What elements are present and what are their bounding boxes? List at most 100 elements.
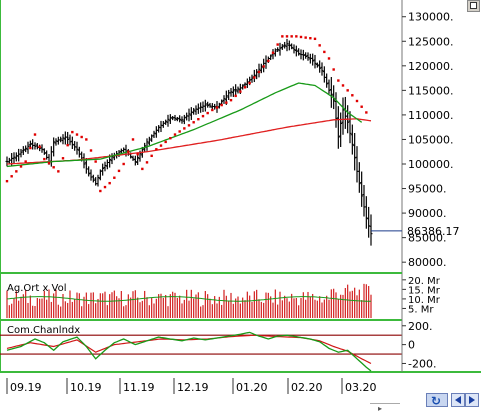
cci-panel-title: Com.Chanlndx <box>7 325 80 336</box>
sar-dot <box>346 89 349 92</box>
sar-dot <box>201 114 205 118</box>
volume-panel-title: Ag.Ort x Vol <box>7 283 67 294</box>
sar-dot <box>229 98 233 102</box>
sar-dot <box>197 118 200 121</box>
sar-dot <box>173 133 177 136</box>
x-tick-label: 12.19 <box>177 381 209 394</box>
sar-dot <box>285 35 289 38</box>
sar-dot <box>248 81 251 85</box>
sar-dot <box>234 94 237 98</box>
sar-dot <box>267 59 270 63</box>
y-tick-label: 110000. <box>408 109 454 122</box>
y-tick-label: 105000. <box>408 133 454 146</box>
sar-dot <box>136 152 139 156</box>
sar-dot <box>337 79 340 82</box>
sar-dot <box>178 130 181 133</box>
sar-dot <box>38 145 41 149</box>
sar-dot <box>108 181 111 185</box>
x-axis: 09.19 10.19 11.19 12.19 01.20 02.20 03.20 <box>6 378 377 394</box>
cci-tick-label: 0 <box>408 339 415 352</box>
sar-dot <box>75 133 79 136</box>
sar-dot <box>192 121 195 124</box>
sar-dot <box>365 111 368 114</box>
y-axis: 130000. 125000. 120000. 115000. 110000. 10500… <box>401 11 460 372</box>
sar-dot <box>89 149 93 152</box>
volume-average-line <box>6 296 371 302</box>
scroll-up-button[interactable] <box>467 0 480 12</box>
sar-dot <box>262 65 265 68</box>
x-tick-label: 03.20 <box>345 381 377 394</box>
sar-dot <box>313 37 317 41</box>
sar-dot <box>323 50 326 54</box>
sar-dot <box>145 161 149 164</box>
volume-tick-label: 15. Mr <box>408 285 441 296</box>
refresh-icon: ↻ <box>431 394 442 408</box>
sar-dot <box>43 157 46 161</box>
sar-dot <box>24 160 27 163</box>
sar-dot <box>220 103 223 107</box>
y-tick-label: 80000. <box>408 256 447 269</box>
sar-dot <box>33 133 37 136</box>
cci-panel <box>0 331 402 372</box>
price-panel <box>5 35 402 246</box>
sar-dot <box>257 70 261 74</box>
sar-dot <box>103 185 107 189</box>
sar-dot <box>332 68 335 71</box>
volume-tick-label: 10. Mr <box>408 295 441 306</box>
sar-dot <box>206 111 209 115</box>
cci-tick-label: -200. <box>408 357 436 370</box>
sar-dot <box>10 175 13 178</box>
sar-dot <box>351 94 354 97</box>
cci-line <box>6 331 372 372</box>
sar-dot <box>290 35 293 38</box>
sar-dot <box>183 127 186 130</box>
next-button[interactable] <box>465 393 479 407</box>
sar-dot <box>155 148 158 151</box>
sar-dot <box>47 161 51 165</box>
sar-dot <box>113 176 116 179</box>
sar-dot <box>271 51 275 54</box>
y-tick-label: 85000. <box>408 232 447 245</box>
x-tick-label: 09.19 <box>10 381 42 394</box>
sar-dot <box>80 135 83 139</box>
sar-dot <box>159 144 163 147</box>
sar-dot <box>355 99 359 103</box>
volume-tick-label: 5. Mr <box>408 304 434 315</box>
horizontal-scrollbar[interactable]: ▸ <box>370 403 400 416</box>
sar-dot <box>276 43 279 46</box>
x-tick-label: 10.19 <box>70 381 102 394</box>
sar-dot <box>117 169 121 173</box>
volume-panel <box>6 283 372 318</box>
cci-tick-label: 200. <box>408 320 433 333</box>
sar-dot <box>299 35 303 39</box>
arrow-right-icon <box>469 396 475 404</box>
x-tick-label: 01.20 <box>236 381 268 394</box>
previous-button[interactable] <box>451 393 465 407</box>
sar-dot <box>341 84 345 87</box>
x-tick-label: 02.20 <box>291 381 323 394</box>
sar-dot <box>239 90 242 93</box>
volume-tick-label: 20. Mr <box>408 276 441 287</box>
sar-dot <box>295 35 298 38</box>
sar-dot <box>360 105 363 108</box>
y-tick-label: 125000. <box>408 35 454 48</box>
sar-dot <box>131 138 135 141</box>
sar-dot <box>225 101 228 104</box>
sar-dot <box>61 157 65 160</box>
sar-dot <box>85 138 88 141</box>
sar-dot <box>127 150 130 153</box>
sar-dot <box>215 106 219 109</box>
sar-dot <box>19 165 23 168</box>
sar-dot <box>327 57 331 60</box>
sar-dot <box>281 35 284 38</box>
sar-dot <box>141 167 144 171</box>
sar-dot <box>318 44 321 47</box>
sar-dot <box>5 179 9 183</box>
refresh-button[interactable]: ↻ <box>426 393 448 408</box>
sar-dot <box>187 124 191 127</box>
last-price-label: 86386.17 <box>407 225 460 238</box>
sar-dot <box>243 86 247 89</box>
sar-dot <box>94 160 97 163</box>
x-tick-label: 11.19 <box>123 381 155 394</box>
